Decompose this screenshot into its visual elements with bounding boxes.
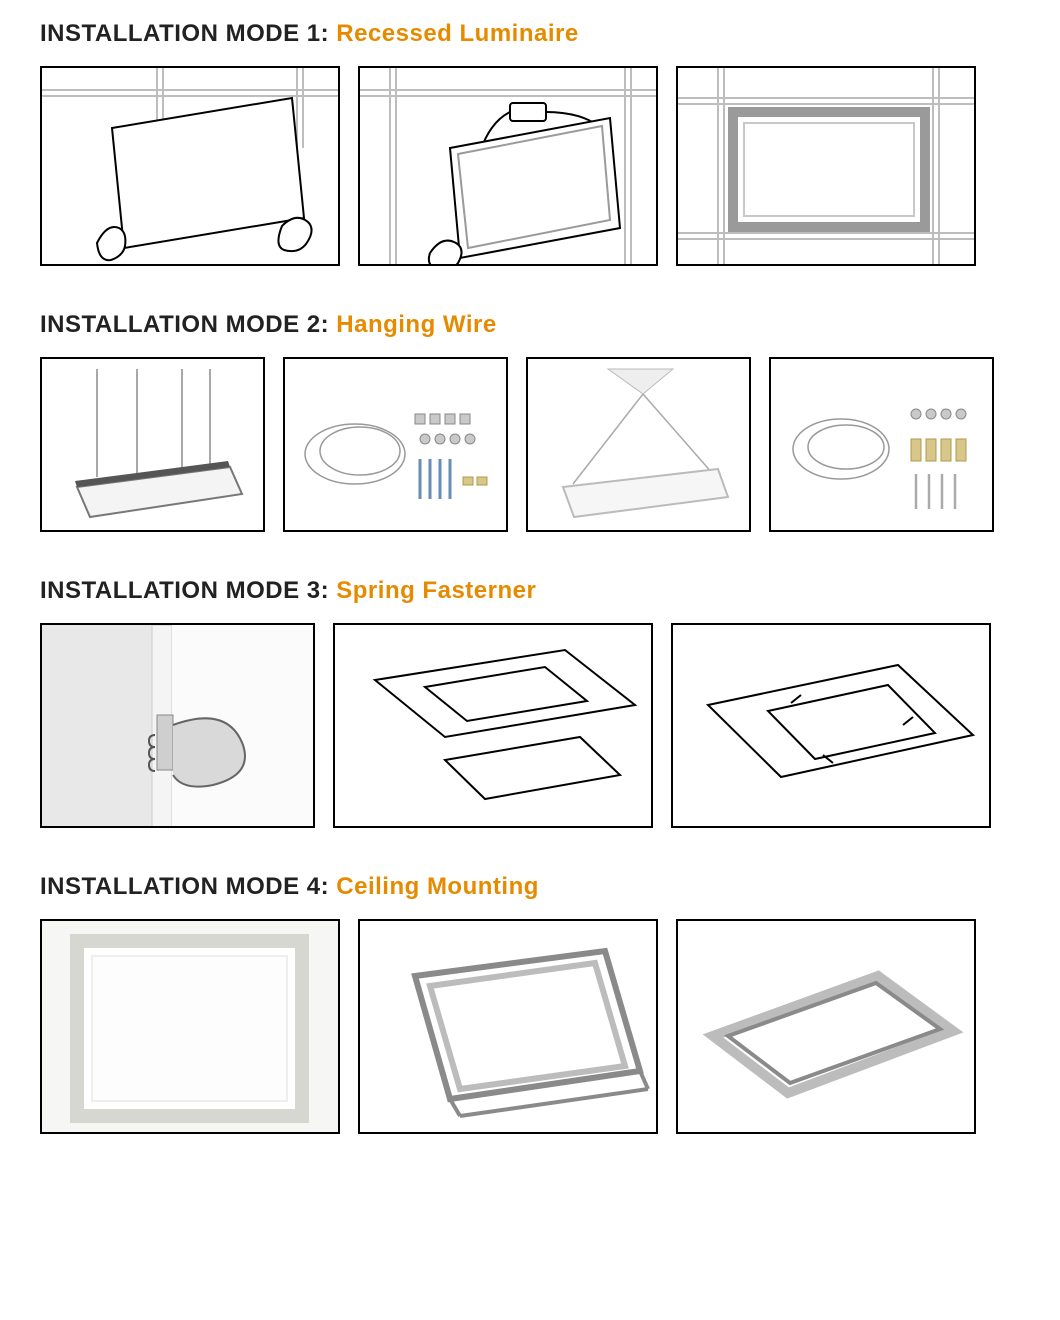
ceiling-frame2-svg — [678, 921, 976, 1134]
mode-3-row — [40, 623, 1020, 828]
wire-kit-svg — [285, 359, 508, 532]
hanging-panel-svg — [42, 359, 265, 532]
ceiling-frame1-svg — [360, 921, 658, 1134]
mode-4-step-3 — [676, 919, 976, 1134]
mode-2-section: INSTALLATION MODE 2: Hanging Wire — [40, 311, 1020, 532]
mode-4-suffix: Ceiling Mounting — [336, 873, 539, 900]
mode-2-title: INSTALLATION MODE 2: Hanging Wire — [40, 311, 1020, 339]
mode-4-row — [40, 919, 1020, 1134]
recessed-step1-svg — [42, 68, 340, 266]
mode-1-suffix: Recessed Luminaire — [336, 20, 578, 47]
mode-2-prefix: INSTALLATION MODE 2: — [40, 311, 336, 338]
mode-4-title: INSTALLATION MODE 4: Ceiling Mounting — [40, 873, 1020, 901]
suspended-panel-svg — [528, 359, 751, 532]
mode-1-step-3 — [676, 66, 976, 266]
mode-3-section: INSTALLATION MODE 3: Spring Fasterner — [40, 577, 1020, 828]
mode-4-step-1 — [40, 919, 340, 1134]
spring-diagram1-svg — [335, 625, 653, 828]
mode-2-step-4 — [769, 357, 994, 532]
mode-1-section: INSTALLATION MODE 1: Recessed Luminaire — [40, 20, 1020, 266]
mode-2-step-3 — [526, 357, 751, 532]
mode-1-prefix: INSTALLATION MODE 1: — [40, 20, 336, 47]
ceiling-panel-svg — [42, 921, 340, 1134]
mode-1-step-1 — [40, 66, 340, 266]
mode-2-step-1 — [40, 357, 265, 532]
mode-2-step-2 — [283, 357, 508, 532]
mode-3-step-1 — [40, 623, 315, 828]
mode-3-title: INSTALLATION MODE 3: Spring Fasterner — [40, 577, 1020, 605]
mode-1-title: INSTALLATION MODE 1: Recessed Luminaire — [40, 20, 1020, 48]
spring-diagram2-svg — [673, 625, 991, 828]
mode-2-suffix: Hanging Wire — [336, 311, 496, 338]
mode-4-step-2 — [358, 919, 658, 1134]
spring-clip-svg — [42, 625, 315, 828]
recessed-step2-svg — [360, 68, 658, 266]
mode-3-suffix: Spring Fasterner — [336, 577, 536, 604]
mode-4-section: INSTALLATION MODE 4: Ceiling Mounting — [40, 873, 1020, 1134]
mode-3-step-2 — [333, 623, 653, 828]
mode-2-row — [40, 357, 1020, 532]
mode-3-prefix: INSTALLATION MODE 3: — [40, 577, 336, 604]
mode-4-prefix: INSTALLATION MODE 4: — [40, 873, 336, 900]
mode-1-step-2 — [358, 66, 658, 266]
mode-1-row — [40, 66, 1020, 266]
wire-kit2-svg — [771, 359, 994, 532]
recessed-step3-svg — [678, 68, 976, 266]
mode-3-step-3 — [671, 623, 991, 828]
